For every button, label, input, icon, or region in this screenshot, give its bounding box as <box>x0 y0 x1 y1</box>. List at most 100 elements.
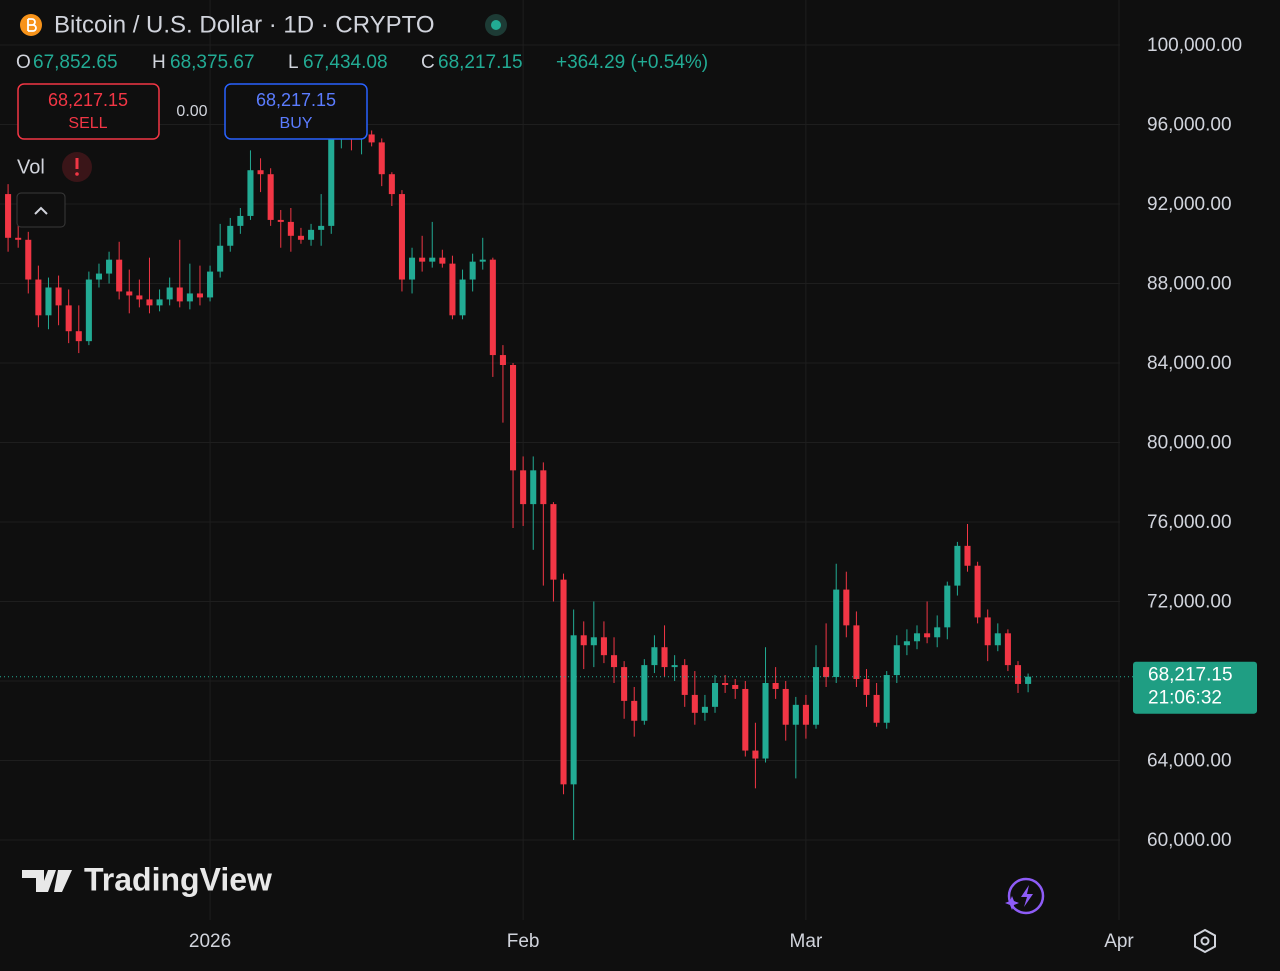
sell-price[interactable]: 68,217.15 <box>48 90 128 110</box>
candle-body <box>530 470 537 505</box>
open-label: O <box>16 52 31 73</box>
buy-box[interactable] <box>224 83 368 140</box>
candle-body <box>742 688 749 751</box>
candle-body <box>641 665 648 721</box>
candle-body <box>25 239 32 280</box>
buy-price[interactable]: 68,217.15 <box>256 90 336 110</box>
candle-body <box>116 259 123 292</box>
lightning-ring[interactable] <box>1007 877 1045 915</box>
candle-body <box>15 237 22 240</box>
overlay: Bitcoin / U.S. Dollar · 1D · CRYPTO O 67… <box>16 11 1216 954</box>
candle-body <box>318 225 325 230</box>
candle-body <box>590 637 597 646</box>
candle-body <box>146 299 153 306</box>
candle-body <box>510 364 517 471</box>
x-tick-label: Mar <box>790 931 823 952</box>
candle-body <box>924 633 931 638</box>
y-tick-label: 80,000.00 <box>1147 433 1232 454</box>
candle-body <box>5 194 12 238</box>
candle-body <box>126 291 133 296</box>
buy-label[interactable]: BUY <box>280 115 313 132</box>
sell-label[interactable]: SELL <box>68 115 107 132</box>
candle-body <box>833 589 840 678</box>
candle-body <box>65 305 72 332</box>
candle-body <box>772 682 779 689</box>
candle-body <box>449 263 456 316</box>
candles <box>0 94 1133 841</box>
candle-body <box>691 694 698 713</box>
sell-button[interactable]: 68,217.15 SELL <box>17 83 160 140</box>
buy-button[interactable]: 68,217.15 BUY <box>224 83 368 140</box>
candle-body <box>570 635 577 785</box>
candle-body <box>580 635 587 646</box>
candle-body <box>156 299 163 306</box>
candle-body <box>823 667 830 678</box>
x-tick-label: 2026 <box>189 931 231 952</box>
candle-body <box>55 287 62 306</box>
candle-body <box>499 355 506 365</box>
candle-body <box>621 667 628 701</box>
candle-body <box>994 633 1001 646</box>
candle-body <box>287 221 294 236</box>
candle-body <box>762 682 769 759</box>
candle-body <box>469 261 476 280</box>
candle-body <box>560 579 567 785</box>
warning-bar <box>75 158 79 169</box>
lightning <box>1021 885 1033 907</box>
sell-box[interactable] <box>17 83 160 140</box>
candle-body <box>701 706 708 713</box>
candle-body <box>368 134 375 143</box>
candle-body <box>479 259 486 262</box>
last-price-tag <box>1133 661 1257 714</box>
watermark: TradingView <box>84 861 272 897</box>
y-tick-label: 72,000.00 <box>1147 592 1232 613</box>
logo-mark <box>22 870 72 892</box>
candle-body <box>1025 676 1032 684</box>
candle-body <box>671 665 678 668</box>
candle-body <box>903 641 910 646</box>
candle-body <box>934 627 941 638</box>
candle-body <box>227 225 234 246</box>
candle-body <box>944 585 951 628</box>
sparkle <box>1005 896 1019 910</box>
candle-body <box>540 470 547 505</box>
countdown: 21:06:32 <box>1148 688 1222 709</box>
settings-icon[interactable] <box>1194 928 1216 954</box>
candle-body <box>853 625 860 680</box>
y-tick-label: 84,000.00 <box>1147 353 1232 374</box>
candle-body <box>277 219 284 222</box>
candle-body <box>1004 633 1011 666</box>
candle-body <box>45 287 52 316</box>
candle-body <box>328 138 335 226</box>
high-label: H <box>152 52 166 73</box>
candle-body <box>520 470 527 505</box>
candle-body <box>378 142 385 175</box>
candle-body <box>308 229 315 240</box>
coin-glyph <box>27 18 37 32</box>
volume-label: Vol <box>17 156 45 178</box>
candle-body <box>681 665 688 695</box>
candle-body <box>106 259 113 274</box>
candle-body <box>792 704 799 725</box>
low-label: L <box>288 52 299 73</box>
candle-body <box>217 245 224 272</box>
candle-body <box>913 633 921 642</box>
candle-body <box>429 257 436 262</box>
candle-body <box>984 617 991 646</box>
collapse-button[interactable] <box>16 192 66 228</box>
candle-body <box>651 647 658 666</box>
y-tick-label: 100,000.00 <box>1147 35 1242 56</box>
candle-body <box>883 675 890 723</box>
last-price-label: 68,217.15 <box>1148 665 1233 686</box>
candle-body <box>600 637 607 656</box>
candle-body <box>439 257 446 264</box>
y-tick-label: 76,000.00 <box>1147 512 1232 533</box>
spread: 0.00 <box>176 103 207 120</box>
status-dot <box>491 20 501 30</box>
chart-title: Bitcoin / U.S. Dollar · 1D · CRYPTO <box>54 11 435 38</box>
y-tick-label: 92,000.00 <box>1147 194 1232 215</box>
close-label: C <box>421 52 435 73</box>
warning-dot <box>75 172 79 176</box>
